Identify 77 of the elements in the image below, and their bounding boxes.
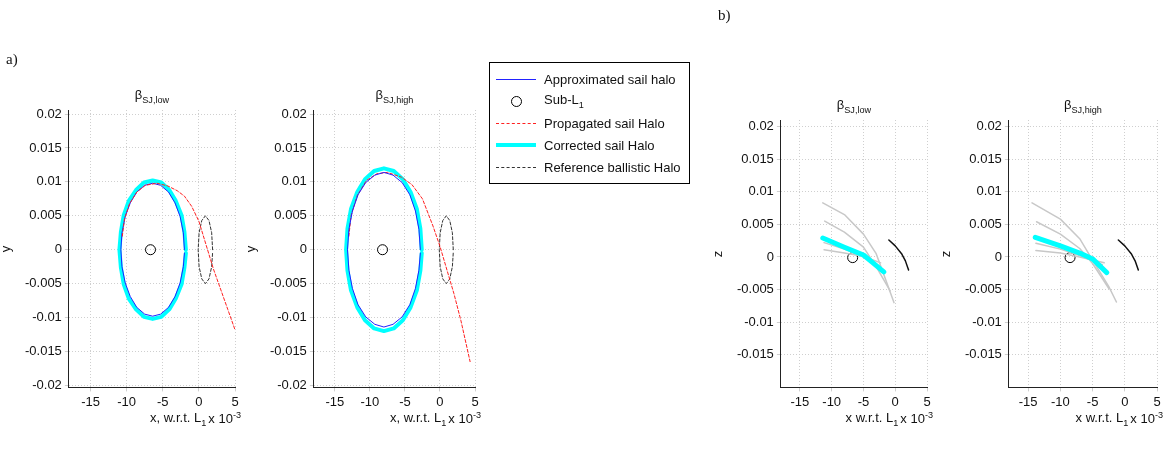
y-tick-label: -0.02 xyxy=(32,376,62,392)
y-axis-title: z xyxy=(709,250,725,257)
y-tick-label: 0.02 xyxy=(748,118,774,134)
x-tick-label: -5 xyxy=(857,393,870,409)
y-tick-label: 0.01 xyxy=(281,173,307,189)
x-tick-label: 5 xyxy=(471,393,479,409)
x-tick-label: -5 xyxy=(1086,393,1099,409)
y-tick-label: -0.005 xyxy=(736,281,774,297)
x-tick-label: 0 xyxy=(195,393,203,409)
y-tick-label: 0.015 xyxy=(274,139,307,155)
text: x 10$^{-3}$ xyxy=(900,410,933,427)
legend-label: Approximated sail halo xyxy=(544,71,676,87)
chart-title: β$_{SJ,low}$ xyxy=(836,97,872,115)
y-tick-label: 0.01 xyxy=(748,183,774,199)
y-tick-label: 0 xyxy=(54,241,62,257)
chart-title: β$_{SJ,low}$ xyxy=(134,87,170,105)
x-tick-label: -10 xyxy=(1050,393,1070,409)
y-tick-label: -0.015 xyxy=(269,343,307,359)
y-tick-label: 0 xyxy=(994,248,1002,264)
x-axis-title: x w.r.t. L$_{1}$ xyxy=(1075,410,1129,429)
y-tick-label: -0.02 xyxy=(277,376,307,392)
y-tick-label: -0.005 xyxy=(964,281,1002,297)
y-tick-label: -0.005 xyxy=(24,275,62,291)
y-tick-label: 0 xyxy=(766,248,774,264)
y-axis-title: y xyxy=(242,245,258,252)
x-axis-title: x, w.r.t. L$_{1}$ xyxy=(149,410,207,429)
legend-label: Propagated sail Halo xyxy=(544,115,665,131)
x-tick-label: 0 xyxy=(891,393,899,409)
y-tick-label: -0.015 xyxy=(736,346,774,362)
legend-label: Corrected sail Halo xyxy=(544,137,655,153)
chart-title: β$_{SJ,high}$ xyxy=(375,87,414,105)
x-tick-label: -15 xyxy=(790,393,810,409)
x-axis-title: x w.r.t. L$_{1}$ xyxy=(845,410,899,429)
y-tick-label: 0.01 xyxy=(976,183,1002,199)
x-tick-label: -10 xyxy=(822,393,842,409)
y-tick-label: 0.005 xyxy=(969,215,1002,231)
y-tick-label: 0 xyxy=(299,241,307,257)
y-tick-label: -0.005 xyxy=(269,275,307,291)
x-tick-label: -15 xyxy=(81,393,100,409)
chart-title: β$_{SJ,high}$ xyxy=(1064,97,1102,115)
y-tick-label: 0.005 xyxy=(274,207,307,223)
y-tick-label: -0.01 xyxy=(744,313,774,329)
text: b) xyxy=(718,7,731,23)
x-tick-label: -10 xyxy=(117,393,137,409)
x-tick-label: -5 xyxy=(399,393,411,409)
text: x 10$^{-3}$ xyxy=(448,410,481,427)
x-tick-label: 0 xyxy=(436,393,444,409)
y-tick-label: 0.005 xyxy=(29,207,62,223)
text: x 10$^{-3}$ xyxy=(1130,410,1163,427)
y-axis-title: y xyxy=(0,245,13,252)
x-tick-label: 0 xyxy=(1121,393,1129,409)
x-axis-title: x, w.r.t. L$_{1}$ xyxy=(389,410,447,429)
y-axis-title: z xyxy=(937,250,953,257)
y-tick-label: 0.02 xyxy=(281,105,307,121)
x-tick-label: 5 xyxy=(231,393,239,409)
y-tick-label: 0.015 xyxy=(29,139,62,155)
legend-label: Sub-L$_{1}$ xyxy=(544,92,584,110)
y-tick-label: 0.015 xyxy=(969,150,1002,166)
y-tick-label: -0.01 xyxy=(277,309,307,325)
x-tick-label: -5 xyxy=(156,393,169,409)
y-tick-label: 0.015 xyxy=(741,150,774,166)
y-tick-label: 0.005 xyxy=(741,215,774,231)
legend-label: Reference ballistic Halo xyxy=(544,159,681,175)
y-tick-label: 0.02 xyxy=(976,118,1002,134)
text: a) xyxy=(6,51,18,67)
y-tick-label: 0.01 xyxy=(36,173,62,189)
x-tick-label: 5 xyxy=(1153,393,1161,409)
x-tick-label: -10 xyxy=(360,393,380,409)
x-tick-label: -15 xyxy=(1018,393,1038,409)
y-tick-label: -0.01 xyxy=(32,309,62,325)
y-tick-label: 0.02 xyxy=(36,105,62,121)
x-tick-label: 5 xyxy=(923,393,931,409)
y-tick-label: -0.015 xyxy=(964,346,1002,362)
y-tick-label: -0.01 xyxy=(972,313,1002,329)
y-tick-label: -0.015 xyxy=(24,343,62,359)
x-tick-label: -15 xyxy=(325,393,345,409)
text: x 10$^{-3}$ xyxy=(208,410,241,427)
